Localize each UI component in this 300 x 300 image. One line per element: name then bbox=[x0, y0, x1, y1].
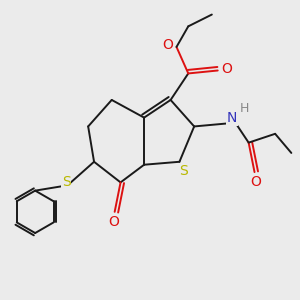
Text: O: O bbox=[250, 175, 261, 188]
Text: O: O bbox=[162, 38, 173, 52]
Text: S: S bbox=[179, 164, 188, 178]
Text: O: O bbox=[108, 215, 118, 229]
Text: H: H bbox=[240, 102, 250, 115]
Text: O: O bbox=[221, 62, 232, 76]
Text: N: N bbox=[227, 111, 237, 125]
Text: S: S bbox=[62, 176, 70, 189]
